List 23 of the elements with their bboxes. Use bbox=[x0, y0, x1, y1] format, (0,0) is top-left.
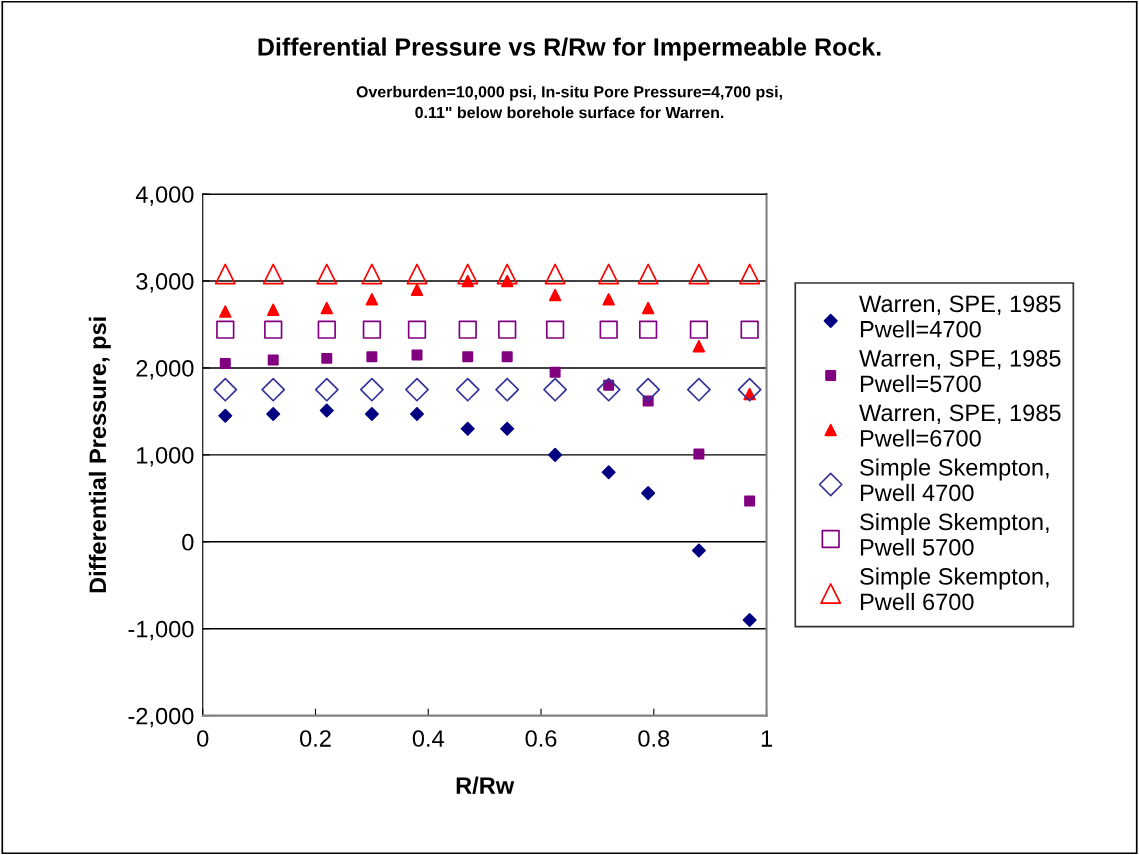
y-axis-title: Differential Pressure, psi bbox=[88, 317, 111, 593]
legend-label: Warren, SPE, 1985 Pwell=6700 bbox=[859, 404, 1061, 447]
y-tick-label: -1,000 bbox=[128, 620, 194, 641]
legend-label: Simple Skempton, Pwell 5700 bbox=[860, 512, 1049, 556]
legend-label: Simple Skempton, Pwell 4700 bbox=[860, 458, 1049, 502]
x-tick-label: 0.6 bbox=[525, 730, 557, 747]
y-tick-label: 3,000 bbox=[136, 273, 194, 293]
x-axis-title: R/Rw bbox=[456, 776, 515, 795]
legend-label: Warren, SPE, 1985 Pwell=4700 bbox=[859, 295, 1061, 338]
x-tick-label: 0.2 bbox=[300, 730, 331, 747]
x-tick-label: 0.8 bbox=[638, 730, 670, 747]
legend-label: Simple Skempton, Pwell 6700 bbox=[860, 567, 1049, 611]
y-tick-label: 2,000 bbox=[136, 360, 194, 380]
y-tick-label: 4,000 bbox=[135, 186, 194, 206]
y-tick-label: 1,000 bbox=[137, 446, 194, 467]
x-tick-label: 0.4 bbox=[412, 730, 444, 747]
x-tick-label: 0 bbox=[197, 730, 209, 747]
chart-subtitle: Overburden=10,000 psi, In-situ Pore Pressure=4,700 psi, 0.11" below borehole surface for Warren. bbox=[356, 85, 782, 119]
legend-label: Warren, SPE, 1985 Pwell=5700 bbox=[859, 349, 1061, 393]
y-tick-label: -2,000 bbox=[128, 707, 194, 728]
y-tick-label: 0 bbox=[182, 533, 194, 551]
x-tick-label: 1 bbox=[761, 730, 772, 747]
chart-title: Differential Pressure vs R/Rw for Impermeable Rock. bbox=[258, 37, 881, 61]
